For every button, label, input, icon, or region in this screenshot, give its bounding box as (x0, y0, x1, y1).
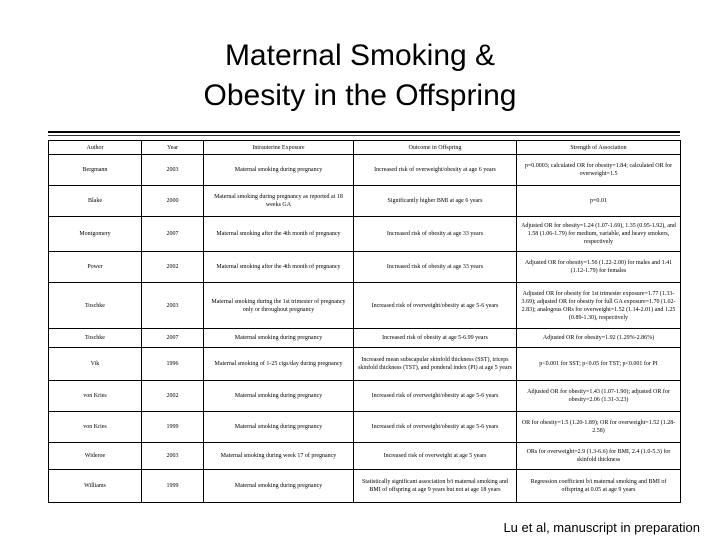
header-outcome: Outcome in Offspring (353, 140, 517, 155)
association-cell: ORs for overweight=2.9 (1.3-6.6) for BMI… (516, 442, 681, 470)
outcome-cell: Increased risk of overweight at age 5 ye… (353, 442, 517, 470)
table-row: Wideroe 2003 Maternal smoking during wee… (48, 442, 681, 470)
author-cell: Bergmann (48, 154, 142, 186)
exposure-cell: Maternal smoking during week 17 of pregn… (203, 442, 354, 470)
table-row: Toschke 2003 Maternal smoking during the… (48, 282, 681, 329)
year-cell: 2007 (141, 328, 204, 348)
slide-title-line-2: Obesity in the Offspring (203, 79, 517, 112)
association-cell: OR for obesity=1.5 (1.20-1.89); OR for o… (516, 411, 681, 443)
association-cell: Regression coefficient b/t maternal smok… (516, 469, 681, 503)
exposure-cell: Maternal smoking during pregnancy (203, 469, 354, 503)
exposure-cell: Maternal smoking during pregnancy (203, 154, 354, 186)
title-divider-accent (48, 135, 680, 136)
title-divider (48, 131, 680, 133)
association-cell: Adjusted OR for obesity=1.43 (1.07-1.90)… (516, 380, 681, 412)
outcome-cell: Increased mean subscapular skinfold thic… (353, 347, 517, 381)
year-cell: 2003 (141, 154, 204, 186)
author-cell: Vik (48, 347, 142, 381)
outcome-cell: Increased risk of obesity at age 33 year… (353, 251, 517, 283)
header-author: Author (48, 140, 142, 155)
exposure-cell: Maternal smoking of 1-25 cigs/day during… (203, 347, 354, 381)
association-cell: p<0.001 for SST; p<0.05 for TST; p<0.001… (516, 347, 681, 381)
author-cell: Williams (48, 469, 142, 503)
table-row: Blake 2000 Maternal smoking during pregn… (48, 185, 681, 217)
association-cell: p=0.0003; calculated OR for obesity=1.84… (516, 154, 681, 186)
year-cell: 1999 (141, 411, 204, 443)
exposure-cell: Maternal smoking during the 1st trimeste… (203, 282, 354, 329)
association-cell: Adjusted OR for obesity=1.92 (1.29%-2.86… (516, 328, 681, 348)
association-cell: Adjusted OR for obesity for 1st trimeste… (516, 282, 681, 329)
outcome-cell: Increased risk of overweight/obesity at … (353, 282, 517, 329)
exposure-cell: Maternal smoking during pregnancy (203, 328, 354, 348)
author-cell: Wideroe (48, 442, 142, 470)
exposure-cell: Maternal smoking after the 4th month of … (203, 251, 354, 283)
slide-title-line-1: Maternal Smoking & (224, 39, 496, 72)
header-exposure: Intrauterine Exposure (203, 140, 354, 155)
association-cell: Adjusted OR for obesity=1.56 (1.22-2.00)… (516, 251, 681, 283)
year-cell: 2002 (141, 251, 204, 283)
table-row: Vik 1996 Maternal smoking of 1-25 cigs/d… (48, 347, 681, 381)
studies-table: Author Year Intrauterine Exposure Outcom… (48, 140, 681, 503)
exposure-cell: Maternal smoking during pregnancy (203, 411, 354, 443)
outcome-cell: Increased risk of obesity at age 33 year… (353, 216, 517, 252)
table-row: Bergmann 2003 Maternal smoking during pr… (48, 154, 681, 186)
year-cell: 2002 (141, 380, 204, 412)
table-row: Williams 1999 Maternal smoking during pr… (48, 469, 681, 503)
table-row: Montgomery 2007 Maternal smoking after t… (48, 216, 681, 252)
year-cell: 2003 (141, 442, 204, 470)
exposure-cell: Maternal smoking during pregnancy (203, 380, 354, 412)
exposure-cell: Maternal smoking after the 4th month of … (203, 216, 354, 252)
author-cell: Toschke (48, 282, 142, 329)
author-cell: von Kries (48, 411, 142, 443)
header-year: Year (141, 140, 204, 155)
outcome-cell: Statistically significant association b/… (353, 469, 517, 503)
table-row: Toschke 2007 Maternal smoking during pre… (48, 328, 681, 348)
outcome-cell: Increased risk of overweight/obesity at … (353, 411, 517, 443)
author-cell: Power (48, 251, 142, 283)
outcome-cell: Increased risk of overweight/obesity at … (353, 380, 517, 412)
author-cell: Blake (48, 185, 142, 217)
year-cell: 1999 (141, 469, 204, 503)
association-cell: p=0.01 (516, 185, 681, 217)
outcome-cell: Increased risk of overweight/obesity at … (353, 154, 517, 186)
outcome-cell: Significantly higher BMI at age 6 years (353, 185, 517, 217)
author-cell: Montgomery (48, 216, 142, 252)
author-cell: Toschke (48, 328, 142, 348)
header-association: Strength of Association (516, 140, 681, 155)
outcome-cell: Increased risk of obesity at age 5-6.99 … (353, 328, 517, 348)
year-cell: 1996 (141, 347, 204, 381)
table-header-row: Author Year Intrauterine Exposure Outcom… (48, 140, 681, 155)
exposure-cell: Maternal smoking during pregnancy as rep… (203, 185, 354, 217)
year-cell: 2000 (141, 185, 204, 217)
table-row: von Kries 2002 Maternal smoking during p… (48, 380, 681, 412)
association-cell: Adjusted OR for obesity=1.24 (1.07-1.69)… (516, 216, 681, 252)
year-cell: 2003 (141, 282, 204, 329)
author-cell: von Kries (48, 380, 142, 412)
table-row: von Kries 1999 Maternal smoking during p… (48, 411, 681, 443)
table-row: Power 2002 Maternal smoking after the 4t… (48, 251, 681, 283)
year-cell: 2007 (141, 216, 204, 252)
citation-footer: Lu et al, manuscript in preparation (503, 520, 700, 535)
